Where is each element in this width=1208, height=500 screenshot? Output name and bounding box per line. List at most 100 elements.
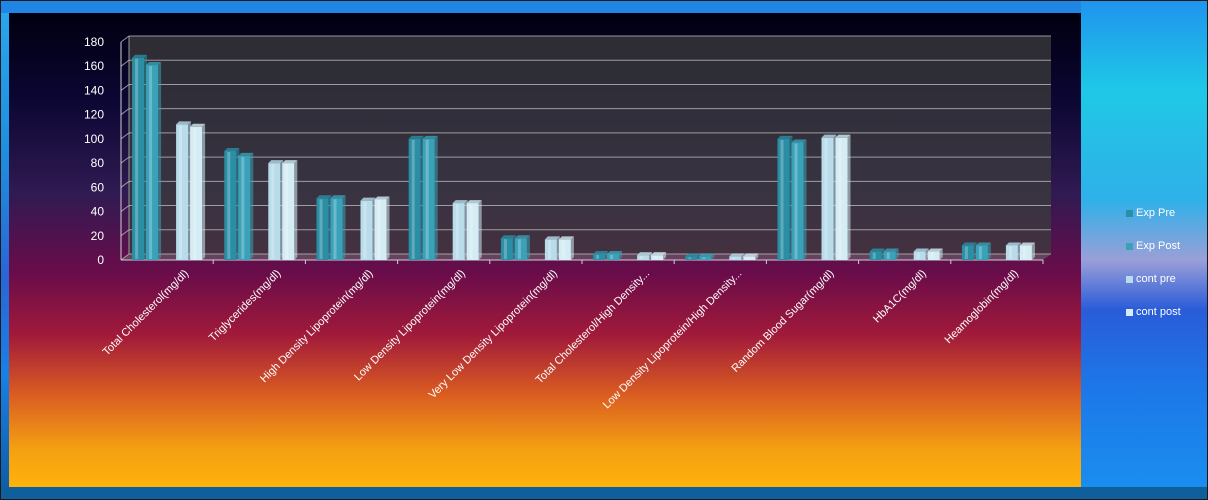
chart-legend: Exp Pre Exp Post cont pre cont post xyxy=(1126,202,1208,334)
x-category-label: Heamoglobin(mg/dl) xyxy=(942,268,1021,347)
bar-top xyxy=(743,253,759,257)
bar xyxy=(869,251,882,260)
bar-top xyxy=(316,195,332,199)
bar-highlight xyxy=(1022,246,1026,259)
bar-top xyxy=(514,235,530,239)
bar xyxy=(544,239,557,260)
bar-top xyxy=(927,248,943,252)
x-category-label: High Density Lipoprotein(mg/dl) xyxy=(258,268,375,385)
bar xyxy=(699,256,712,260)
bar-highlight xyxy=(688,257,692,259)
bar-top xyxy=(975,242,991,246)
bar-top xyxy=(913,248,929,252)
bar xyxy=(821,137,834,260)
bar-top xyxy=(821,134,837,138)
y-tick-label: 20 xyxy=(91,229,105,243)
bar xyxy=(927,251,940,260)
y-tick-label: 100 xyxy=(84,132,104,146)
bar-top xyxy=(500,235,516,239)
bar-side xyxy=(711,253,715,260)
bar-top xyxy=(360,197,376,201)
bar-highlight xyxy=(780,139,784,259)
bar-top xyxy=(558,236,574,240)
bar-highlight xyxy=(838,138,842,259)
y-tick-label: 120 xyxy=(84,108,104,122)
bar-highlight xyxy=(794,143,798,259)
bar xyxy=(791,142,804,260)
bar-side xyxy=(803,139,807,260)
bar xyxy=(883,251,896,260)
bar-highlight xyxy=(179,125,183,259)
legend-item: cont pre xyxy=(1126,268,1208,290)
bar-highlight xyxy=(596,254,600,259)
bar-highlight xyxy=(561,240,565,259)
bar-highlight xyxy=(319,199,323,259)
bar-highlight xyxy=(149,66,153,259)
bar-highlight xyxy=(271,164,275,259)
bar-side xyxy=(987,242,991,260)
gridline-depth xyxy=(120,84,130,91)
bar xyxy=(330,198,343,260)
legend-label: Exp Pre xyxy=(1136,207,1176,219)
bar xyxy=(913,251,926,260)
legend-item: Exp Pre xyxy=(1126,202,1208,224)
bar-highlight xyxy=(610,254,614,259)
y-tick-label: 140 xyxy=(84,83,104,97)
legend-swatch xyxy=(1126,275,1133,283)
bar-top xyxy=(1019,242,1035,246)
bar xyxy=(360,200,373,260)
top-band xyxy=(1,1,1081,13)
x-category-label: Random Blood Sugar(mg/dl) xyxy=(730,268,837,375)
bar xyxy=(743,256,756,260)
bar-top xyxy=(176,121,192,125)
bar xyxy=(224,151,237,260)
bar xyxy=(452,203,465,260)
y-tick-label: 180 xyxy=(84,35,104,49)
bar-side xyxy=(294,160,298,260)
gridline-depth xyxy=(120,132,130,140)
bar-side xyxy=(939,248,943,260)
bar xyxy=(268,163,281,260)
bar-highlight xyxy=(978,246,982,259)
gridline-depth xyxy=(120,59,130,67)
legend-label: cont post xyxy=(1136,306,1181,318)
legend-swatch xyxy=(1126,209,1133,217)
bar-chart: 0 20 40 60 80 100 120 140 160 180 Total Cholestero… xyxy=(84,35,1051,411)
bar xyxy=(558,239,571,260)
bar-top xyxy=(777,135,793,139)
bar-highlight xyxy=(425,139,429,259)
x-category-label: Triglycerides(mg/dl) xyxy=(207,268,283,344)
bar-highlight xyxy=(746,257,750,259)
bar xyxy=(374,199,387,260)
bar-side xyxy=(697,253,701,260)
legend-item: cont post xyxy=(1126,301,1208,323)
bar xyxy=(593,253,606,260)
bar-top xyxy=(869,248,885,252)
plot-area: 0 20 40 60 80 100 120 140 160 180 Total Cholestero… xyxy=(9,13,1081,487)
bar-top xyxy=(408,135,424,139)
legend-item: Exp Post xyxy=(1126,235,1208,257)
bar-side xyxy=(526,235,530,260)
bar-side xyxy=(619,250,623,260)
bar-top xyxy=(190,123,206,127)
bar xyxy=(607,253,620,260)
bar-side xyxy=(649,252,653,260)
bar-highlight xyxy=(135,58,139,259)
bar-highlight xyxy=(824,138,828,259)
bar-highlight xyxy=(333,199,337,259)
bar xyxy=(835,137,848,260)
bar-side xyxy=(895,248,899,260)
gridline-depth xyxy=(120,35,130,43)
bar-highlight xyxy=(1008,246,1012,259)
bar-top xyxy=(961,242,977,246)
bar-highlight xyxy=(930,252,934,259)
bar xyxy=(176,124,189,260)
bar xyxy=(975,245,988,260)
bar xyxy=(422,138,435,260)
bar xyxy=(238,155,251,260)
bar-top xyxy=(607,250,623,254)
bar-side xyxy=(570,236,574,260)
plot-back-wall xyxy=(129,36,1051,254)
gridline-depth xyxy=(120,180,130,188)
